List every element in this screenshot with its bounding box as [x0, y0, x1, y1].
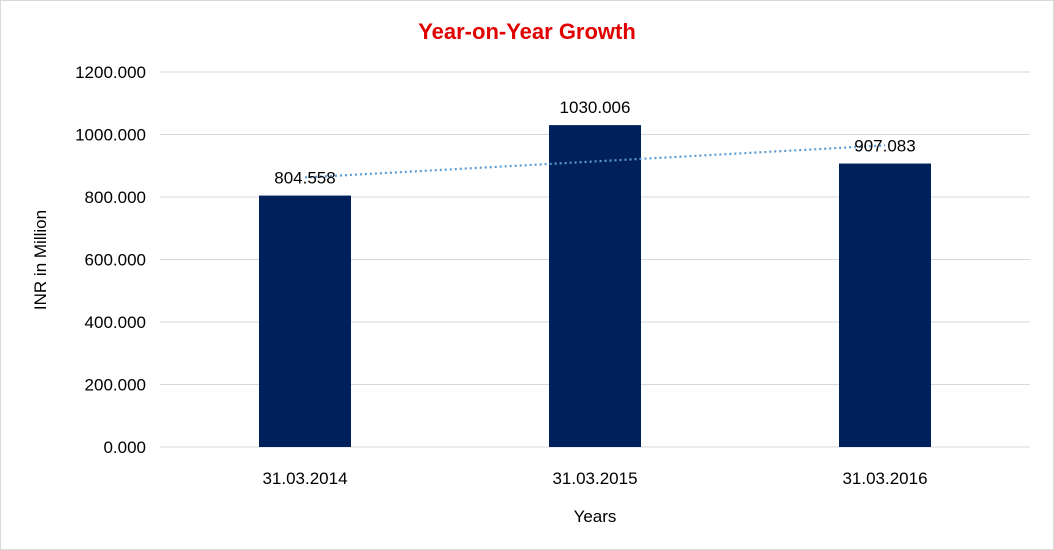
bar	[549, 125, 641, 448]
x-axis-title: Years	[574, 507, 617, 526]
y-tick-label: 200.000	[85, 376, 146, 395]
bars	[259, 125, 931, 448]
data-label: 907.083	[854, 137, 915, 156]
trendline-group	[304, 144, 886, 179]
y-tick-label: 800.000	[85, 188, 146, 207]
bar	[259, 195, 351, 447]
y-tick-label: 1000.000	[75, 126, 146, 145]
y-tick-label: 600.000	[85, 251, 146, 270]
trendline	[304, 144, 886, 179]
chart-title: Year-on-Year Growth	[418, 19, 636, 44]
y-tick-label: 400.000	[85, 313, 146, 332]
x-tick-label: 31.03.2014	[262, 469, 347, 488]
x-tick-label: 31.03.2016	[842, 469, 927, 488]
data-label: 804.558	[274, 169, 335, 188]
y-axis-ticks: 0.000 200.000 400.000 600.000 800.000 1000.00…	[75, 63, 146, 457]
data-labels: 804.558 1030.006 907.083	[274, 98, 915, 187]
bar	[839, 163, 931, 447]
x-tick-label: 31.03.2015	[552, 469, 637, 488]
y-tick-label: 0.000	[103, 438, 146, 457]
x-axis-ticks: 31.03.2014 31.03.2015 31.03.2016	[262, 469, 927, 488]
y-tick-label: 1200.000	[75, 63, 146, 82]
data-label: 1030.006	[560, 98, 631, 117]
y-axis-title: INR in Million	[31, 210, 50, 310]
